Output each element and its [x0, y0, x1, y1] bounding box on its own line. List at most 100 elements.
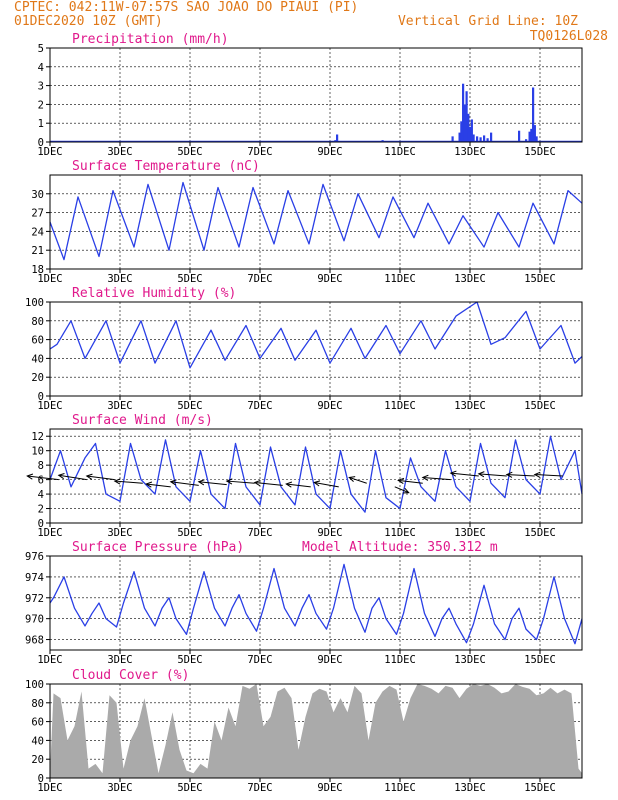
- y-tick-label: 970: [25, 614, 44, 626]
- panel-4: 968 970 972 974 976 1DEC 3DEC 5DEC 7DEC 9DEC 11DEC…: [25, 540, 583, 666]
- wind-arrow: [226, 480, 255, 484]
- x-tick-label: 3DEC: [107, 273, 132, 285]
- wind-arrow-head: [225, 478, 233, 485]
- panel-title: Surface Wind (m/s): [72, 413, 213, 428]
- y-tick-label: 0: [38, 391, 44, 403]
- x-tick-label: 1DEC: [37, 400, 62, 412]
- x-tick-label: 15DEC: [524, 273, 556, 285]
- series-line: [49, 435, 583, 513]
- y-tick-label: 5: [38, 43, 44, 55]
- wind-arrow: [478, 473, 507, 477]
- wind-arrow-head: [113, 478, 121, 485]
- precip-bar: [486, 138, 489, 142]
- panel-frame: [49, 301, 583, 397]
- wind-arrow-head: [253, 479, 261, 487]
- y-tick-label: 0: [38, 773, 44, 785]
- wind-arrow-head: [402, 487, 410, 494]
- wind-arrow: [170, 481, 199, 486]
- wind-arrow-head: [449, 470, 457, 477]
- panel-0: 0 1 2 3 4 5 1DEC 3DEC 5DEC 7DEC 9DEC 11DEC 13DEC 15DE…: [37, 32, 583, 158]
- precip-bar: [460, 121, 463, 142]
- panel-frame: [49, 174, 583, 270]
- x-tick-label: 13DEC: [454, 273, 486, 285]
- x-tick-label: 7DEC: [247, 146, 272, 158]
- panel-title: Cloud Cover (%): [72, 668, 189, 683]
- y-tick-label: 40: [31, 735, 44, 747]
- y-tick-label: 0: [38, 518, 44, 530]
- y-tick-label: 40: [31, 353, 44, 365]
- wind-arrow-head: [169, 479, 177, 486]
- x-tick-label: 9DEC: [317, 654, 342, 666]
- wind-arrow: [394, 486, 409, 494]
- y-tick-label: 976: [25, 551, 44, 563]
- wind-arrow: [58, 474, 87, 481]
- panel-2: 0 20 40 60 80 100 1DEC 3DEC 5DEC 7DEC 9DEC 11DEC 13D…: [25, 286, 583, 412]
- panel-title: Surface Pressure (hPa): [72, 540, 244, 555]
- wind-arrow-head: [145, 481, 153, 488]
- x-tick-label: 9DEC: [317, 782, 342, 794]
- precip-bar: [525, 139, 528, 142]
- panel-title: Relative Humidity (%): [72, 286, 236, 301]
- precip-bar: [472, 134, 475, 142]
- wind-arrow-head: [285, 481, 293, 488]
- precip-bar: [451, 136, 454, 142]
- y-tick-label: 24: [31, 226, 44, 238]
- wind-arrow: [506, 474, 535, 477]
- y-tick-label: 18: [31, 264, 44, 276]
- y-tick-label: 100: [25, 297, 44, 309]
- header-station-line: CPTEC: 042:11W-07:57S SAO JOAO DO PIAUI …: [14, 0, 358, 15]
- x-tick-label: 5DEC: [177, 146, 202, 158]
- x-tick-label: 5DEC: [177, 273, 202, 285]
- precip-bar: [479, 137, 482, 142]
- panel-frame: [49, 428, 583, 524]
- header-run-date: 01DEC2020 10Z (GMT): [14, 14, 163, 29]
- y-tick-label: 2: [38, 99, 44, 111]
- precip-bar: [463, 104, 466, 142]
- precip-bar: [518, 130, 521, 142]
- panel-title: Precipitation (mm/h): [72, 32, 229, 47]
- y-tick-label: 20: [31, 754, 44, 766]
- precip-bar: [528, 131, 531, 142]
- x-tick-label: 1DEC: [37, 527, 62, 539]
- y-tick-label: 10: [31, 446, 44, 458]
- y-tick-label: 100: [25, 679, 44, 691]
- panel-annotation: Model Altitude: 350.312 m: [302, 540, 498, 555]
- y-tick-label: 0: [38, 137, 44, 149]
- x-tick-label: 11DEC: [384, 146, 416, 158]
- y-tick-label: 4: [38, 489, 44, 501]
- precip-bar: [535, 136, 538, 142]
- x-tick-label: 1DEC: [37, 654, 62, 666]
- y-tick-label: 1: [38, 118, 44, 130]
- panel-frame: [49, 555, 583, 651]
- x-tick-label: 7DEC: [247, 782, 272, 794]
- precip-bar: [465, 91, 468, 142]
- precip-bar: [462, 83, 465, 142]
- series-line: [49, 563, 583, 645]
- wind-arrow: [198, 481, 227, 486]
- x-tick-label: 5DEC: [177, 400, 202, 412]
- wind-arrow: [422, 476, 451, 481]
- precip-bar: [336, 134, 339, 142]
- y-tick-label: 30: [31, 189, 44, 201]
- wind-arrow-head: [533, 471, 541, 478]
- x-tick-label: 9DEC: [317, 400, 342, 412]
- precip-bar: [469, 126, 472, 142]
- x-tick-label: 13DEC: [454, 400, 486, 412]
- wind-arrow: [314, 482, 339, 488]
- wind-arrow-head: [85, 473, 93, 480]
- x-tick-label: 11DEC: [384, 782, 416, 794]
- panel-title: Surface Temperature (nC): [72, 159, 260, 174]
- x-tick-label: 7DEC: [247, 273, 272, 285]
- wind-arrow: [286, 483, 311, 488]
- x-tick-label: 13DEC: [454, 782, 486, 794]
- precip-bar: [532, 87, 535, 142]
- x-tick-label: 11DEC: [384, 273, 416, 285]
- y-tick-label: 80: [31, 698, 44, 710]
- wind-arrow-head: [477, 471, 485, 478]
- wind-arrow: [534, 474, 563, 477]
- x-tick-label: 11DEC: [384, 654, 416, 666]
- x-tick-label: 3DEC: [107, 400, 132, 412]
- wind-arrow-head: [421, 474, 429, 481]
- wind-arrow: [450, 472, 479, 477]
